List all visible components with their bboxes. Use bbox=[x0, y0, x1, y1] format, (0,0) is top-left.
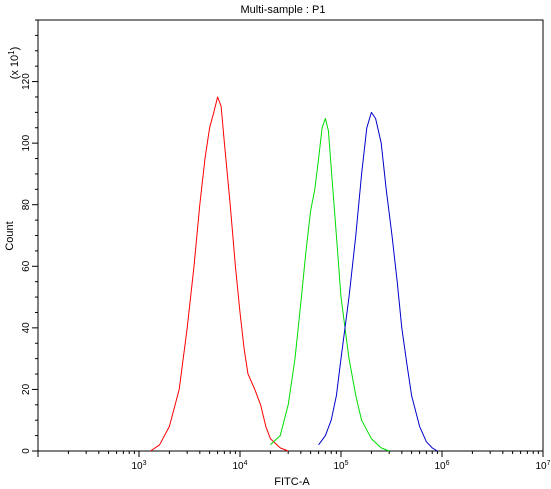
y-tick-label: 80 bbox=[21, 199, 32, 211]
x-tick-label: 106 bbox=[434, 460, 449, 472]
x-axis-ticks: 103 104 105 106 107 bbox=[37, 451, 551, 472]
y-tick-label: 100 bbox=[21, 134, 32, 151]
x-tick-label: 103 bbox=[131, 460, 146, 472]
y-tick-label: 120 bbox=[21, 73, 32, 90]
y-tick-label: 60 bbox=[21, 260, 32, 272]
chart-title: Multi-sample : P1 bbox=[241, 4, 326, 16]
y-tick-label: 40 bbox=[21, 322, 32, 334]
series-group bbox=[150, 96, 438, 452]
x-tick-label: 107 bbox=[535, 460, 550, 472]
y-axis-ticks: 0 20 40 60 80 100 120 bbox=[21, 19, 38, 454]
series-line-2 bbox=[270, 118, 390, 452]
y-axis-label: Count bbox=[4, 221, 16, 250]
y-tick-label: 0 bbox=[21, 448, 32, 454]
series-line-3 bbox=[318, 111, 438, 452]
x-tick-label: 104 bbox=[232, 460, 247, 472]
x-tick-label: 105 bbox=[333, 460, 348, 472]
series-line-1 bbox=[150, 96, 289, 452]
y-tick-label: 20 bbox=[21, 383, 32, 395]
x-axis-label: FITC-A bbox=[274, 476, 310, 488]
y-multiplier-label: (x 101) bbox=[7, 47, 21, 80]
